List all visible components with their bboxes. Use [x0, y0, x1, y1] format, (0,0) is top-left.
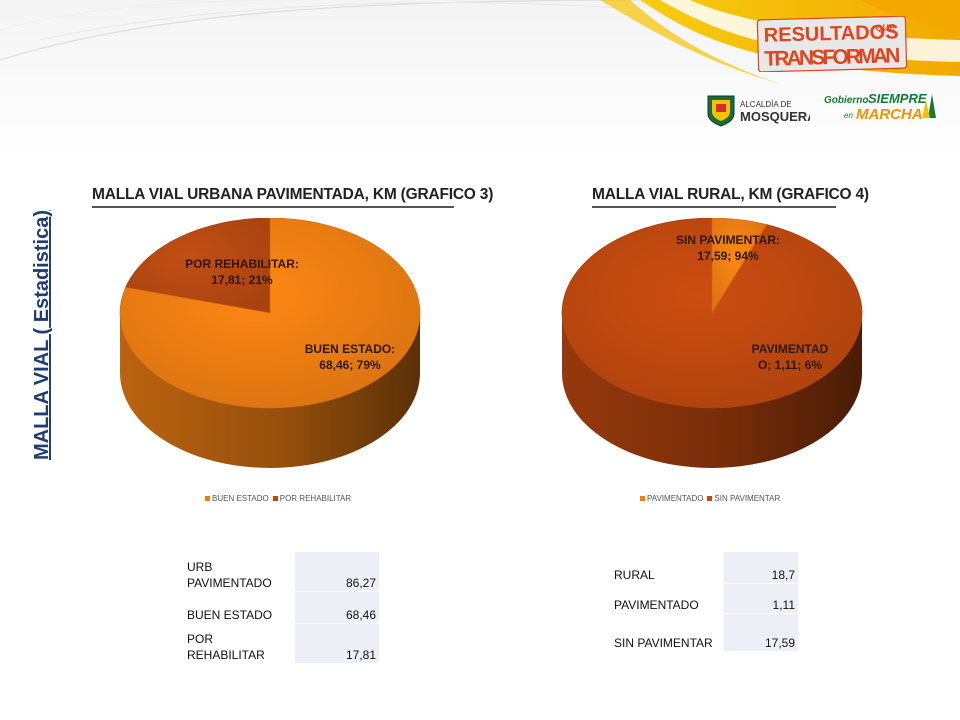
- title-underline: [92, 206, 454, 208]
- pie-slice-por-rehabilitar: [125, 218, 271, 314]
- chart-rural: MALLA VIAL RURAL, KM (GRAFICO 4): [592, 186, 869, 516]
- data-label: SIN PAVIMENTAR:: [676, 233, 780, 247]
- data-label: PAVIMENTAD: [752, 342, 829, 356]
- data-label: 17,59; 94%: [697, 249, 759, 263]
- table-cell-value: 1,11: [723, 583, 799, 614]
- table-cell-value: 86,27: [294, 551, 380, 592]
- svg-text:RESULTADOS: RESULTADOS: [763, 21, 898, 47]
- legend-item: POR REHABILITAR: [272, 494, 351, 503]
- swoosh-line: [0, 0, 301, 31]
- table-cell-label: SIN PAVIMENTAR: [610, 613, 724, 652]
- data-table-urbana: URB PAVIMENTADO 86,27 BUEN ESTADO 68,46 …: [183, 551, 380, 664]
- chart-title: MALLA VIAL RURAL, KM (GRAFICO 4): [592, 186, 869, 203]
- pie-slice-pavimentado: [711, 218, 768, 315]
- pie-top: [119, 218, 421, 409]
- chart-title: MALLA VIAL URBANA PAVIMENTADA, KM (GRAFI…: [92, 186, 494, 203]
- svg-text:TRANSFORMAN: TRANSFORMAN: [764, 44, 901, 71]
- resultados-que-transforman-logo: RESULTADOS QUE TRANSFORMAN: [756, 16, 908, 72]
- data-label: POR REHABILITAR:: [185, 257, 299, 271]
- table-cell-label: BUEN ESTADO: [183, 591, 295, 624]
- swoosh-line: [0, 0, 641, 61]
- table-cell-value: 17,59: [723, 613, 799, 652]
- legend-item: SIN PAVIMENTAR: [707, 494, 780, 503]
- svg-text:ALCALDÍA DE: ALCALDÍA DE: [740, 100, 792, 109]
- legend-item: PAVIMENTADO: [640, 494, 703, 503]
- table-cell-value: 17,81: [294, 623, 380, 664]
- table-cell-value: 68,46: [294, 591, 380, 624]
- legend-rural: PAVIMENTADO SIN PAVIMENTAR: [640, 494, 780, 503]
- table-row: URB PAVIMENTADO 86,27: [183, 551, 380, 592]
- table-row: SIN PAVIMENTAR 17,59: [610, 613, 799, 652]
- pie-chart-rural: PAVIMENTAD O; 1,11; 6% SIN PAVIMENTAR: 17,5…: [561, 218, 863, 468]
- yellow-swoosh-thin: [600, 0, 780, 84]
- table-cell-value: 18,7: [723, 551, 799, 584]
- table-row: BUEN ESTADO 68,46: [183, 591, 380, 624]
- table-row: PAVIMENTADO 1,11: [610, 583, 799, 614]
- legend-swatch: [707, 496, 713, 501]
- pie-chart-urbana: BUEN ESTADO: 68,46; 79% POR REHABILITAR: 17…: [119, 218, 421, 468]
- legend-swatch: [272, 496, 278, 501]
- svg-text:en: en: [844, 111, 853, 120]
- pie-slice-buen-estado: [119, 218, 421, 409]
- orange-corner: [860, 0, 960, 30]
- table-cell-label: URB PAVIMENTADO: [183, 551, 295, 592]
- alcaldia-mosquera-logo: ALCALDÍA DE MOSQUERA: [707, 95, 810, 127]
- table-cell-label: PAVIMENTADO: [610, 583, 724, 614]
- table-row: POR REHABILITAR 17,81: [183, 623, 380, 664]
- side-title: MALLA VIAL ( Estadistica): [31, 210, 53, 460]
- pie-sides: [120, 313, 420, 468]
- data-label: 68,46; 79%: [319, 358, 381, 372]
- side-title-text: MALLA VIAL ( Estadistica): [31, 210, 53, 460]
- swoosh-line: [39, 2, 621, 41]
- pie-top: [561, 218, 863, 409]
- svg-text:QUE: QUE: [875, 22, 895, 33]
- table-row: RURAL 18,7: [610, 551, 799, 584]
- data-label: BUEN ESTADO:: [305, 342, 395, 356]
- data-label: 17,81; 21%: [211, 273, 273, 287]
- title-underline: [592, 206, 836, 208]
- pie-side-sin-pavimentar: [562, 313, 862, 468]
- data-table-rural: RURAL 18,7 PAVIMENTADO 1,11 SIN PAVIMENT…: [610, 551, 799, 652]
- gobierno-siempre-en-marcha-logo: Gobierno SIEMPRE en MARCHA: [824, 91, 936, 123]
- legend-urbana: BUEN ESTADO POR REHABILITAR: [205, 494, 351, 503]
- svg-text:MARCHA: MARCHA: [856, 106, 923, 123]
- svg-text:Gobierno: Gobierno: [824, 95, 868, 106]
- legend-swatch: [205, 496, 210, 501]
- flag-icon: [928, 94, 936, 118]
- pie-sides: [562, 313, 862, 468]
- data-label: O; 1,11; 6%: [758, 358, 822, 372]
- table-cell-label: POR REHABILITAR: [183, 623, 295, 664]
- table-cell-label: RURAL: [610, 551, 724, 584]
- legend-item: BUEN ESTADO: [205, 494, 269, 503]
- legend-swatch: [640, 496, 645, 501]
- svg-text:SIEMPRE: SIEMPRE: [868, 91, 927, 106]
- pie-side-buen-estado: [120, 313, 420, 468]
- svg-text:MOSQUERA: MOSQUERA: [740, 109, 810, 124]
- chart-urbana: MALLA VIAL URBANA PAVIMENTADA, KM (GRAFI…: [92, 186, 493, 516]
